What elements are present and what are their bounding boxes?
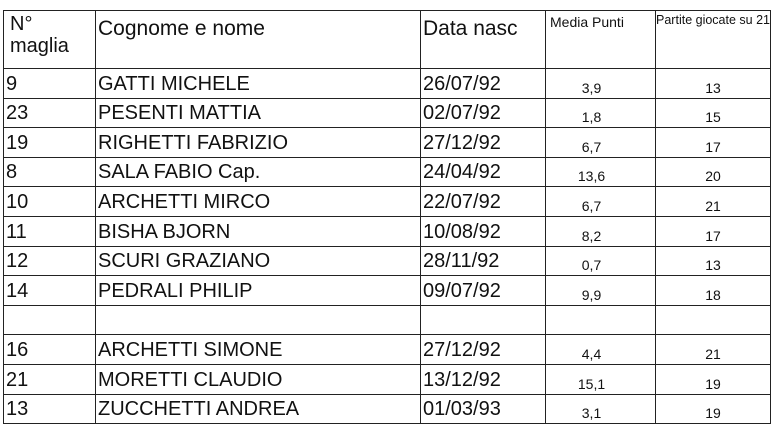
- table-row: [3, 304, 771, 336]
- table-row: 9 GATTI MICHELE 26/07/92 3,9 13: [3, 68, 771, 99]
- cell-avg: 3,9: [545, 68, 656, 99]
- cell-birth: 09/07/92: [420, 275, 546, 306]
- header-avg: Media Punti: [545, 10, 656, 69]
- roster-table: N° maglia Cognome e nome Data nasc Media…: [3, 10, 771, 425]
- cell-games: 13: [655, 68, 771, 99]
- cell-name: ZUCCHETTI ANDREA: [95, 393, 421, 425]
- cell-games: 21: [655, 334, 771, 365]
- cell-games: 19: [655, 363, 771, 395]
- cell-name: PEDRALI PHILIP: [95, 275, 421, 306]
- cell-games: 18: [655, 275, 771, 306]
- cell-games: 13: [655, 245, 771, 277]
- table-row: 11 BISHA BJORN 10/08/92 8,2 17: [3, 215, 771, 247]
- cell-number: 16: [3, 334, 96, 365]
- cell-birth: 27/12/92: [420, 127, 546, 158]
- cell-number: 23: [3, 97, 96, 129]
- table-row: 19 RIGHETTI FABRIZIO 27/12/92 6,7 17: [3, 127, 771, 158]
- cell-avg: 6,7: [545, 186, 656, 217]
- cell-avg: 0,7: [545, 245, 656, 277]
- cell-birth: 01/03/93: [420, 393, 546, 425]
- cell-birth: 24/04/92: [420, 156, 546, 188]
- cell-birth: [420, 304, 546, 336]
- cell-number: 10: [3, 186, 96, 217]
- table-row: 8 SALA FABIO Cap. 24/04/92 13,6 20: [3, 156, 771, 188]
- cell-number: 14: [3, 275, 96, 306]
- cell-name: GATTI MICHELE: [95, 68, 421, 99]
- cell-avg: 9,9: [545, 275, 656, 306]
- cell-avg: 8,2: [545, 215, 656, 247]
- cell-birth: 10/08/92: [420, 215, 546, 247]
- header-name: Cognome e nome: [95, 10, 421, 69]
- cell-name: SALA FABIO Cap.: [95, 156, 421, 188]
- cell-avg: 1,8: [545, 97, 656, 129]
- cell-birth: 28/11/92: [420, 245, 546, 277]
- cell-games: 17: [655, 127, 771, 158]
- cell-name: BISHA BJORN: [95, 215, 421, 247]
- header-birth: Data nasc: [420, 10, 546, 69]
- cell-birth: 13/12/92: [420, 363, 546, 395]
- table-row: 16 ARCHETTI SIMONE 27/12/92 4,4 21: [3, 334, 771, 365]
- cell-games: 20: [655, 156, 771, 188]
- cell-avg: [545, 304, 656, 336]
- table-row: 12 SCURI GRAZIANO 28/11/92 0,7 13: [3, 245, 771, 277]
- cell-name: MORETTI CLAUDIO: [95, 363, 421, 395]
- cell-number: 11: [3, 215, 96, 247]
- cell-number: 21: [3, 363, 96, 395]
- cell-number: 12: [3, 245, 96, 277]
- cell-avg: 15,1: [545, 363, 656, 395]
- cell-number: [3, 304, 96, 336]
- header-games: Partite giocate su 21: [655, 10, 771, 69]
- cell-avg: 3,1: [545, 393, 656, 425]
- cell-games: 15: [655, 97, 771, 129]
- cell-name: PESENTI MATTIA: [95, 97, 421, 129]
- table-row: 23 PESENTI MATTIA 02/07/92 1,8 15: [3, 97, 771, 129]
- cell-name: ARCHETTI SIMONE: [95, 334, 421, 365]
- cell-name: SCURI GRAZIANO: [95, 245, 421, 277]
- cell-name: RIGHETTI FABRIZIO: [95, 127, 421, 158]
- table-row: 13 ZUCCHETTI ANDREA 01/03/93 3,1 19: [3, 393, 771, 425]
- table-row: 14 PEDRALI PHILIP 09/07/92 9,9 18: [3, 275, 771, 306]
- cell-number: 8: [3, 156, 96, 188]
- cell-birth: 27/12/92: [420, 334, 546, 365]
- cell-number: 9: [3, 68, 96, 99]
- cell-avg: 4,4: [545, 334, 656, 365]
- cell-avg: 13,6: [545, 156, 656, 188]
- cell-games: 19: [655, 393, 771, 425]
- table-row: 10 ARCHETTI MIRCO 22/07/92 6,7 21: [3, 186, 771, 217]
- cell-avg: 6,7: [545, 127, 656, 158]
- cell-birth: 02/07/92: [420, 97, 546, 129]
- cell-games: 21: [655, 186, 771, 217]
- cell-name: [95, 304, 421, 336]
- table-body: 9 GATTI MICHELE 26/07/92 3,9 13 23 PESENTI MAT…: [3, 68, 771, 425]
- header-number: N° maglia: [3, 10, 96, 69]
- cell-birth: 26/07/92: [420, 68, 546, 99]
- cell-number: 19: [3, 127, 96, 158]
- cell-games: 17: [655, 215, 771, 247]
- header-row: N° maglia Cognome e nome Data nasc Media…: [3, 10, 771, 69]
- cell-name: ARCHETTI MIRCO: [95, 186, 421, 217]
- table-row: 21 MORETTI CLAUDIO 13/12/92 15,1 19: [3, 363, 771, 395]
- cell-birth: 22/07/92: [420, 186, 546, 217]
- cell-games: [655, 304, 771, 336]
- cell-number: 13: [3, 393, 96, 425]
